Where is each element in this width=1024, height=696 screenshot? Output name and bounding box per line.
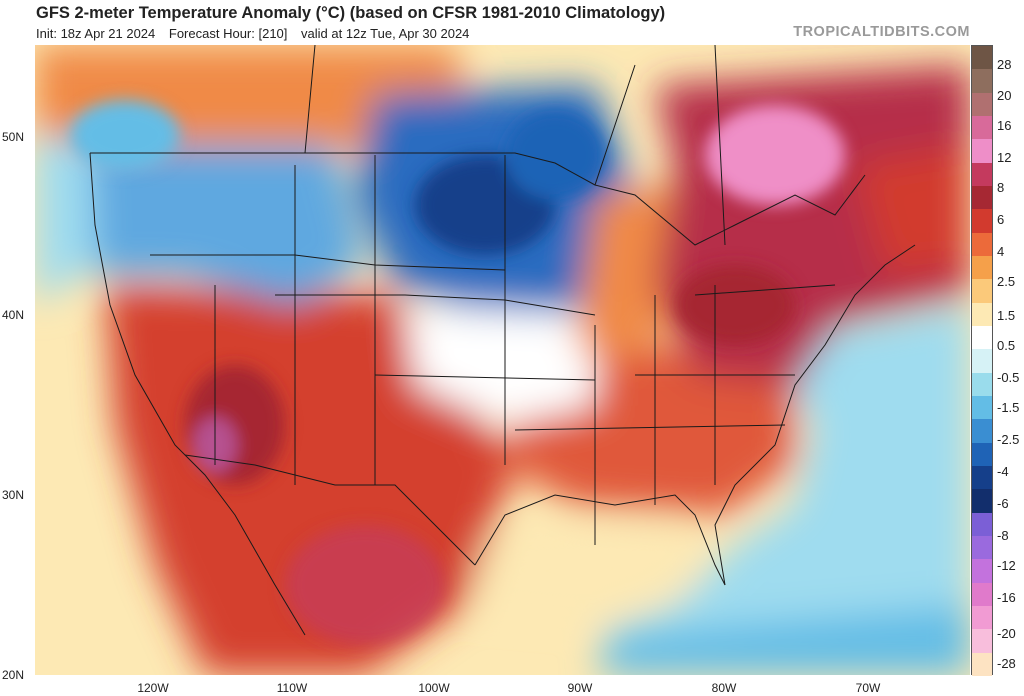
lon-label-70w: 70W [855, 681, 881, 695]
forecast-hour: Forecast Hour: [210] [168, 26, 288, 41]
colorbar-segment [972, 232, 992, 257]
colorbar-label: 12 [997, 150, 1012, 165]
us-mexico-border [184, 454, 476, 566]
gulf-of-mexico-mild-anomaly [465, 525, 695, 615]
lat-label-30n: 30N [2, 488, 25, 502]
colorbar-label: -12 [997, 558, 1016, 573]
colorbar-segment [972, 442, 992, 467]
pacific-northwest-cold-anomaly [90, 145, 365, 305]
colorbar-label: -16 [997, 590, 1016, 605]
state-line-a [150, 254, 506, 271]
east-coast-line [714, 244, 916, 586]
state-line-g [374, 374, 596, 381]
minnesota-cold-core [505, 110, 605, 200]
atlantic-ocean-cool-anomaly [595, 305, 970, 675]
lat-label-20n: 20N [2, 668, 25, 682]
colorbar-segment [972, 116, 992, 140]
colorbar-segment [972, 582, 992, 607]
colorbar-segment [972, 559, 992, 584]
lon-label-90w: 90W [567, 681, 593, 695]
colorbar-segment [972, 162, 992, 187]
colorbar-segment [972, 69, 992, 94]
political-borders [89, 45, 916, 636]
colorbar-label: -6 [997, 496, 1009, 511]
state-line-h [514, 424, 786, 431]
colorbar-label: -2.5 [997, 432, 1020, 447]
colorbar-segment [972, 279, 992, 304]
colorbar-segment [972, 209, 992, 234]
colorbar-segment [972, 419, 992, 444]
lon-label-80w: 80W [711, 681, 737, 695]
lat-label-50n: 50N [2, 130, 25, 144]
state-line-b [275, 294, 596, 316]
colorbar-label: -20 [997, 626, 1016, 641]
quebec-hot-anomaly [705, 105, 845, 205]
colorbar-segment [972, 536, 992, 560]
chart-subtitle: Init: 18z Apr 21 2024 Forecast Hour: [21… [36, 26, 479, 41]
colorbar-label: 16 [997, 118, 1012, 133]
lat-label-40n: 40N [2, 308, 25, 322]
colorbar-segment [972, 652, 992, 677]
colorbar-label: -28 [997, 656, 1016, 671]
source-credit: TROPICALTIDBITS.COM [793, 24, 970, 40]
atlantic-canada-warm [855, 145, 970, 275]
colorbar-label: 6 [997, 212, 1005, 227]
colorbar-label: -4 [997, 464, 1009, 479]
colorbar-label: -0.5 [997, 370, 1020, 385]
colorbar-segment [972, 396, 992, 420]
colorbar-segment [972, 512, 992, 537]
colorbar-segment [972, 629, 992, 654]
mexico-warm-core [285, 525, 445, 645]
colorbar-label: 1.5 [997, 308, 1016, 323]
colorbar-label: 28 [997, 57, 1012, 72]
colorbar-segment [972, 139, 992, 164]
chart-title: GFS 2-meter Temperature Anomaly (°C) (ba… [36, 4, 666, 22]
mid-atlantic-hot-core [675, 265, 795, 345]
colorbar-segment [972, 349, 992, 374]
caribbean-cool-anomaly [595, 605, 970, 675]
anomaly-map [35, 45, 970, 675]
colorbar-label: -1.5 [997, 400, 1020, 415]
state-line-m [694, 284, 836, 296]
colorbar-segment [972, 186, 992, 210]
valid-time: valid at 12z Tue, Apr 30 2024 [301, 26, 470, 41]
lon-label-120w: 120W [137, 681, 169, 695]
lon-label-100w: 100W [418, 681, 450, 695]
us-canada-border [90, 152, 866, 246]
colorbar-label: 2.5 [997, 274, 1016, 289]
colorbar-segment [972, 302, 992, 327]
colorbar-segment [972, 92, 992, 117]
colorbar-label: 20 [997, 88, 1012, 103]
colorbar [971, 45, 993, 677]
colorbar-segment [972, 466, 992, 490]
lon-label-110w: 110W [276, 681, 308, 695]
gulf-coast-line [474, 494, 726, 586]
colorbar-label: 0.5 [997, 338, 1016, 353]
init-time: Init: 18z Apr 21 2024 [36, 26, 156, 41]
colorbar-segment [972, 46, 992, 70]
colorbar-segment [972, 326, 992, 350]
colorbar-label: 4 [997, 244, 1005, 259]
colorbar-segment [972, 256, 992, 280]
canada-west-cool-pocket [70, 100, 180, 170]
colorbar-segment [972, 489, 992, 514]
colorbar-label: 8 [997, 180, 1005, 195]
colorbar-segment [972, 606, 992, 630]
colorbar-segment [972, 372, 992, 397]
central-plains-neutral [405, 305, 595, 425]
west-coast-line [89, 152, 306, 636]
canada-province-line [304, 45, 726, 246]
colorbar-label: -8 [997, 528, 1009, 543]
